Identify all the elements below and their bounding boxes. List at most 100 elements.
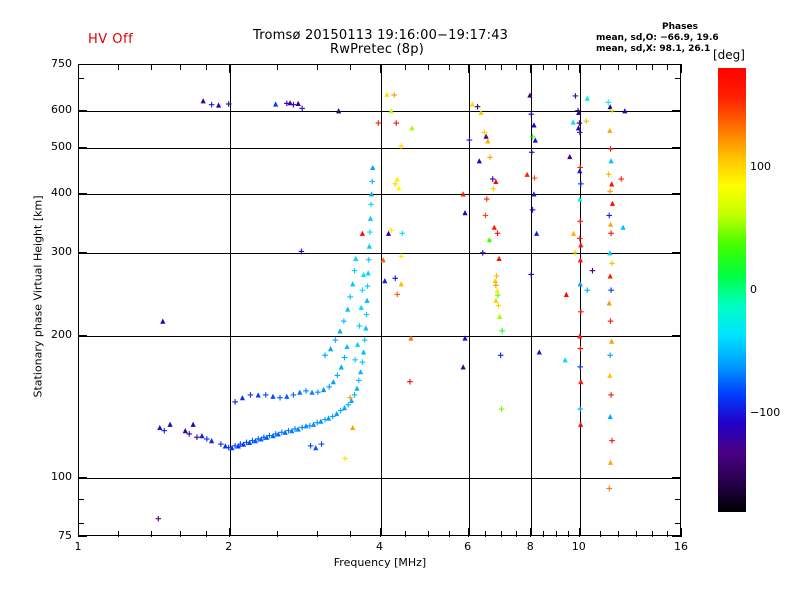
scatter-point [528, 111, 535, 117]
x-axis-tick [600, 531, 601, 537]
scatter-point [399, 230, 406, 237]
x-axis-tick-top [543, 64, 544, 70]
x-axis-tick-major [681, 528, 682, 537]
scatter-point [334, 372, 341, 379]
x-axis-tick [667, 531, 668, 537]
colorbar [718, 68, 746, 512]
x-axis-tick-label: 4 [376, 540, 383, 553]
scatter-point [318, 441, 325, 447]
gridline-horizontal [79, 478, 680, 479]
plot-title-line-2: RwPretec (8p) [330, 42, 424, 57]
scatter-point [578, 308, 584, 315]
scatter-point [393, 120, 400, 126]
x-axis-tick [151, 531, 152, 537]
scatter-point [277, 394, 283, 401]
y-axis-tick-major-right [672, 193, 681, 194]
scatter-point [292, 426, 298, 432]
scatter-point [290, 101, 297, 108]
phases-mean-sd-o: mean, sd,O: −66.9, 19.6 [596, 33, 719, 43]
scatter-point [255, 436, 262, 442]
scatter-point [225, 444, 232, 451]
scatter-point [355, 377, 362, 384]
scatter-point [299, 424, 305, 431]
scatter-point [618, 176, 625, 182]
scatter-point [609, 107, 615, 114]
y-axis-tick-label: 600 [51, 102, 72, 116]
scatter-point [232, 399, 238, 405]
scatter-point [354, 341, 361, 347]
scatter-point [341, 318, 347, 324]
colorbar-tick-label: 0 [750, 283, 757, 296]
scatter-point [229, 445, 235, 451]
scatter-point [577, 218, 584, 225]
scatter-point [385, 230, 392, 236]
gridline-horizontal [79, 148, 680, 149]
x-axis-tick [568, 531, 569, 537]
y-axis-tick-major [78, 110, 87, 111]
scatter-point [607, 104, 613, 110]
scatter-point [607, 372, 613, 378]
x-axis-tick-major-top [579, 64, 580, 73]
scatter-point [218, 441, 224, 447]
scatter-point [497, 313, 503, 320]
scatter-point [607, 146, 614, 152]
x-axis-tick-major-top [530, 64, 531, 73]
x-axis-tick [556, 531, 557, 537]
scatter-point [299, 105, 305, 112]
scatter-point [309, 389, 315, 395]
scatter-point [247, 392, 254, 398]
scatter-point [363, 325, 369, 331]
y-axis-tick-major-right [672, 335, 681, 336]
scatter-point [571, 230, 577, 236]
scatter-point [529, 207, 536, 213]
scatter-point [607, 273, 613, 279]
scatter-point [354, 385, 360, 391]
x-axis-tick-label: 1 [74, 540, 82, 553]
scatter-point [578, 421, 584, 427]
scatter-point [607, 127, 613, 134]
scatter-point [398, 143, 405, 149]
scatter-point [572, 250, 578, 256]
scatter-point [307, 443, 314, 449]
x-axis-tick-major [468, 528, 469, 537]
x-axis-tick [206, 531, 207, 537]
scatter-point [246, 439, 253, 445]
scatter-point [342, 455, 348, 462]
x-axis-tick-major [78, 528, 79, 537]
scatter-point [562, 357, 568, 363]
x-axis-tick [516, 531, 517, 537]
scatter-point [338, 364, 344, 370]
scatter-point [325, 415, 332, 421]
scatter-point [489, 176, 496, 182]
scatter-point [570, 119, 576, 125]
scatter-point [364, 283, 371, 289]
phases-heading: Phases [662, 22, 698, 32]
scatter-point [605, 171, 612, 178]
scatter-point [620, 224, 626, 230]
scatter-point [531, 122, 537, 128]
scatter-point [310, 421, 317, 427]
scatter-point [289, 428, 295, 434]
scatter-point [495, 292, 501, 298]
y-axis-tick-label: 750 [51, 57, 72, 70]
scatter-point [232, 443, 238, 449]
scatter-point [578, 379, 584, 385]
scatter-point [460, 364, 466, 370]
x-axis-tick-top [667, 64, 668, 70]
scatter-point [388, 227, 394, 234]
colorbar-tick-label: 100 [750, 159, 771, 173]
plot-title-line-1: Tromsø 20150113 19:16:00−19:17:43 [253, 28, 509, 43]
scatter-point [345, 306, 351, 312]
x-axis-tick-top [151, 64, 152, 70]
scatter-point [606, 212, 613, 219]
scatter-point [493, 178, 499, 185]
y-axis-tick-major-right [672, 64, 681, 65]
scatter-point [609, 338, 615, 344]
gridline-horizontal [79, 194, 680, 195]
scatter-point [494, 230, 501, 237]
scatter-point [493, 297, 499, 303]
gridline-vertical [580, 65, 581, 535]
x-axis-tick-top [485, 64, 486, 70]
scatter-point [607, 250, 613, 256]
scatter-point [491, 224, 497, 230]
